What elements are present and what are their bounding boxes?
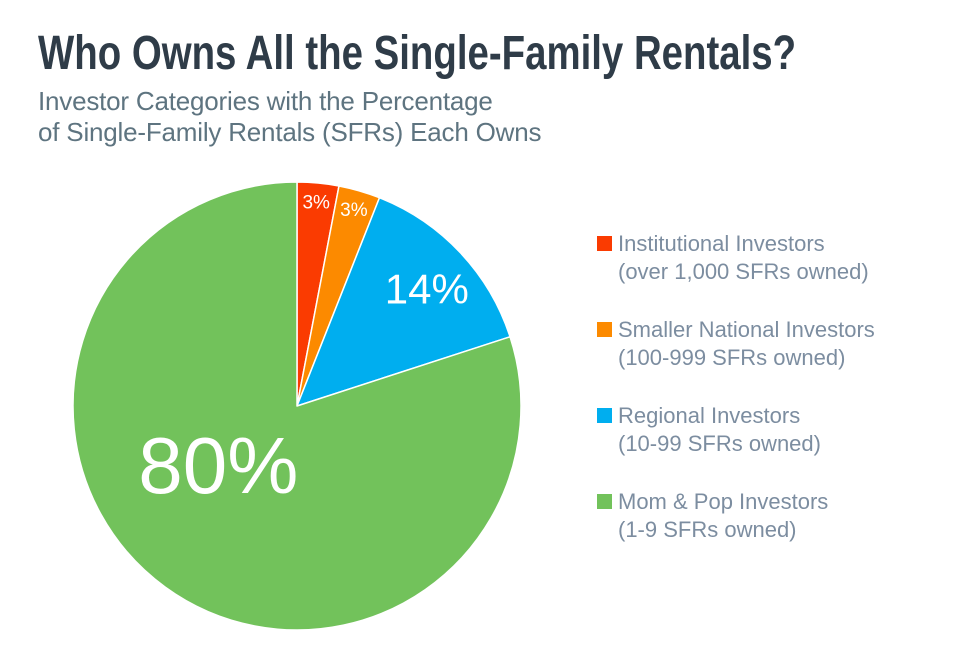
legend-sublabel-line: (1-9 SFRs owned) (618, 517, 797, 542)
pie-slice-value-label: 3% (302, 193, 330, 214)
legend-label-smaller-national: Smaller National Investors (100-999 SFRs… (618, 316, 875, 372)
pie-slice-value-label: 3% (340, 200, 368, 221)
legend-item-smaller-national: Smaller National Investors (100-999 SFRs… (597, 316, 875, 372)
legend-swatch-institutional-icon (597, 236, 612, 251)
legend-sublabel-line: (100-999 SFRs owned) (618, 345, 846, 370)
legend-sublabel-line: (10-99 SFRs owned) (618, 431, 821, 456)
chart-subtitle-line-1: Investor Categories with the Percentage (38, 86, 493, 116)
legend-label-line: Regional Investors (618, 403, 801, 428)
legend-item-mom-and-pop: Mom & Pop Investors (1-9 SFRs owned) (597, 488, 875, 544)
pie-slice-mom-pop-investors (72, 181, 522, 631)
legend-swatch-smaller-national-icon (597, 322, 612, 337)
legend-item-institutional: Institutional Investors (over 1,000 SFRs… (597, 230, 875, 286)
chart-subtitle: Investor Categories with the Percentage … (38, 86, 541, 148)
legend-label-institutional: Institutional Investors (over 1,000 SFRs… (618, 230, 869, 286)
legend-label-line: Mom & Pop Investors (618, 489, 829, 514)
legend-label-line: Smaller National Investors (618, 317, 875, 342)
legend-label-mom-and-pop: Mom & Pop Investors (1-9 SFRs owned) (618, 488, 828, 544)
pie-slice-value-label: 80% (138, 421, 298, 510)
chart-subtitle-line-2: of Single-Family Rentals (SFRs) Each Own… (38, 117, 542, 147)
legend-label-regional: Regional Investors (10-99 SFRs owned) (618, 402, 821, 458)
pie-slice-value-label: 14% (385, 266, 469, 313)
legend-swatch-regional-icon (597, 408, 612, 423)
legend-item-regional: Regional Investors (10-99 SFRs owned) (597, 402, 875, 458)
legend-label-line: Institutional Investors (618, 231, 825, 256)
legend-swatch-mom-and-pop-icon (597, 494, 612, 509)
legend-sublabel-line: (over 1,000 SFRs owned) (618, 259, 869, 284)
page-title-text: Who Owns All the Single-Family Rentals? (38, 27, 797, 80)
page-title: Who Owns All the Single-Family Rentals? (38, 26, 957, 81)
legend: Institutional Investors (over 1,000 SFRs… (597, 230, 875, 574)
